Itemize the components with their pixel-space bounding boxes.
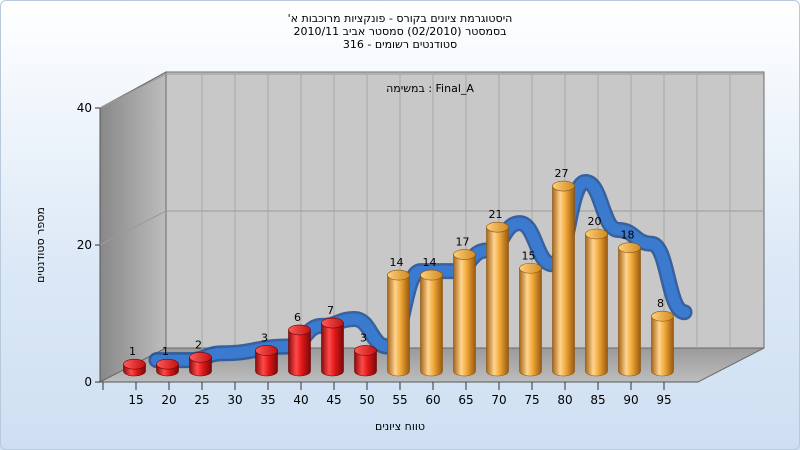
bar-top-55 — [387, 269, 410, 281]
bar-top-60 — [420, 269, 443, 281]
bar-top-35 — [255, 345, 278, 356]
value-label-95: 8 — [657, 297, 664, 310]
bar-top-65 — [453, 249, 476, 260]
value-label-50: 3 — [360, 331, 367, 344]
x-tick-label: 50 — [359, 393, 374, 407]
x-tick-label: 85 — [590, 393, 605, 407]
value-label-85: 20 — [588, 215, 602, 228]
bar-35 — [255, 350, 278, 377]
chart-subtitle-semester: בסמסטר (02/2010) סמסטר אביב 2010/11 — [293, 25, 507, 38]
value-label-55: 14 — [390, 256, 404, 269]
bar-top-95 — [651, 310, 674, 322]
value-label-75: 15 — [522, 249, 536, 262]
value-label-25: 2 — [195, 338, 202, 351]
bar-75 — [519, 267, 542, 377]
x-tick-label: 95 — [656, 393, 671, 407]
value-label-65: 17 — [456, 236, 470, 249]
bar-top-75 — [519, 262, 542, 274]
bar-45 — [321, 322, 344, 377]
x-tick-label: 60 — [425, 393, 440, 407]
value-label-80: 27 — [555, 167, 569, 180]
value-label-20: 1 — [162, 345, 169, 358]
y-tick-label: 0 — [84, 375, 92, 389]
bar-50 — [354, 350, 377, 377]
bar-70 — [486, 226, 509, 377]
value-label-45: 7 — [327, 304, 334, 317]
x-tick-label: 45 — [326, 393, 341, 407]
bar-top-40 — [288, 324, 311, 336]
bar-top-50 — [354, 345, 377, 356]
bar-55 — [387, 274, 410, 377]
bar-top-85 — [585, 228, 608, 240]
gridline-side — [99, 73, 167, 109]
x-tick-label: 55 — [392, 393, 407, 407]
bar-90 — [618, 247, 641, 377]
bar-top-20 — [156, 358, 179, 370]
bar-top-80 — [552, 180, 575, 192]
bar-95 — [651, 315, 674, 377]
value-label-90: 18 — [621, 229, 635, 242]
value-label-40: 6 — [294, 311, 301, 324]
y-tick-label: 40 — [77, 101, 92, 115]
x-tick-label: 75 — [524, 393, 539, 407]
x-tick-label: 90 — [623, 393, 638, 407]
plot-left-wall — [99, 71, 167, 383]
x-axis-title: טווח ציונים — [375, 420, 425, 433]
x-tick-label: 30 — [227, 393, 242, 407]
task-label: במשימה : Final_A — [386, 82, 474, 95]
y-tick-label: 20 — [77, 238, 92, 252]
bars-layer — [123, 180, 674, 377]
value-label-60: 14 — [423, 256, 437, 269]
x-tick-label: 20 — [161, 393, 176, 407]
bar-top-45 — [321, 317, 344, 329]
labels-layer: 15 20 25 30 35 40 45 50 55 60 65 70 75 80 85 90 95 1 1 2 3 6 7… — [128, 167, 671, 407]
value-label-35: 3 — [261, 331, 268, 344]
x-tick-label: 40 — [293, 393, 308, 407]
value-label-15: 1 — [129, 345, 136, 358]
bar-60 — [420, 274, 443, 377]
chart-title: היסטוגרמת ציונים בקורס - פונקציות מרוכבו… — [287, 12, 513, 25]
bar-80 — [552, 185, 575, 377]
x-tick-label: 35 — [260, 393, 275, 407]
y-axis-title: מספר סטודנטים — [34, 207, 47, 283]
x-tick-label: 15 — [128, 393, 143, 407]
bar-25 — [189, 357, 212, 377]
bar-top-70 — [486, 221, 509, 233]
x-tick-label: 65 — [458, 393, 473, 407]
bar-top-25 — [189, 351, 212, 363]
x-tick-label: 80 — [557, 393, 572, 407]
value-label-70: 21 — [489, 208, 503, 221]
gridline-side — [99, 210, 167, 246]
chart-subtitle-registered: סטודנטים רשומים - 316 — [342, 38, 458, 51]
x-tick-label: 70 — [491, 393, 506, 407]
bar-40 — [288, 329, 311, 377]
bar-85 — [585, 233, 608, 377]
bar-top-90 — [618, 242, 641, 253]
bar-top-15 — [123, 358, 146, 370]
bar-65 — [453, 254, 476, 377]
x-tick-label: 25 — [194, 393, 209, 407]
